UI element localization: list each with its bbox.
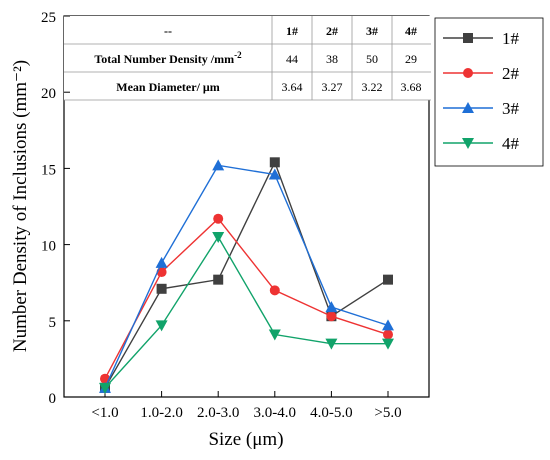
- table-cell: 3.22: [362, 80, 383, 94]
- y-tick-label: 10: [41, 239, 56, 255]
- data-point-3#: [155, 256, 168, 268]
- legend-box: [434, 17, 544, 167]
- axis-ticks: 0 5 10 15 20 25 <1.0 1.0-2.0 2.0-3.0 3.0-4.0 4.0-5…: [41, 10, 402, 421]
- table-cell: 44: [286, 52, 298, 66]
- data-point-1#: [213, 274, 224, 285]
- data-point-1#: [383, 274, 393, 285]
- data-point-4#: [212, 231, 225, 243]
- legend-marker: [462, 102, 474, 113]
- x-tick-label: 3.0-4.0: [254, 405, 297, 421]
- legend-label: 1#: [502, 29, 520, 48]
- data-point-2#: [213, 213, 224, 224]
- data-point-1#: [156, 283, 167, 294]
- y-tick-label: 0: [49, 391, 57, 407]
- table-cell: 3.68: [401, 80, 422, 94]
- legend-label: 2#: [502, 64, 520, 83]
- table-cell: 29: [405, 52, 417, 66]
- table-row-label: Mean Diameter/ μm: [116, 80, 219, 94]
- data-point-2#: [326, 311, 337, 322]
- x-tick-label: <1.0: [91, 405, 118, 421]
- y-axis-title: Number Density of Inclusions (mm⁻²): [10, 60, 31, 352]
- table-row-label: Total Number Density /mm-2: [94, 50, 242, 66]
- legend-label: 4#: [502, 134, 520, 153]
- table-col-header: 2#: [326, 24, 338, 38]
- data-point-4#: [99, 382, 111, 394]
- data-point-4#: [325, 338, 338, 350]
- data-point-4#: [268, 329, 281, 341]
- data-point-4#: [382, 338, 394, 350]
- table-cell: 3.64: [282, 80, 303, 94]
- legend: 1# 2# 3# 4#: [434, 17, 544, 167]
- data-point-3#: [212, 159, 225, 171]
- data-point-2#: [269, 285, 280, 296]
- data-point-3#: [325, 301, 338, 313]
- x-axis-title: Size (μm): [208, 429, 283, 450]
- series-layer: [99, 157, 394, 394]
- series-line-2#: [104, 217, 389, 380]
- legend-label: 3#: [502, 99, 520, 118]
- legend-marker: [463, 33, 473, 43]
- table-col-header: 3#: [366, 24, 378, 38]
- data-point-1#: [269, 157, 280, 168]
- table-cell: 38: [326, 52, 338, 66]
- x-tick-label: >5.0: [374, 405, 401, 421]
- data-point-4#: [155, 320, 168, 332]
- table-cell: 3.27: [322, 80, 343, 94]
- x-tick-label: 1.0-2.0: [140, 405, 183, 421]
- series-line-3#: [104, 164, 389, 389]
- data-point-2#: [383, 329, 393, 340]
- y-tick-label: 20: [41, 86, 56, 102]
- data-point-3#: [268, 168, 281, 180]
- series-line-1#: [104, 160, 389, 389]
- x-tick-label: 4.0-5.0: [310, 405, 353, 421]
- x-tick-label: 2.0-3.0: [197, 405, 240, 421]
- table-corner: --: [164, 24, 172, 38]
- table-cell: 50: [366, 52, 378, 66]
- table-background: [64, 16, 431, 100]
- legend-marker: [462, 138, 474, 149]
- inset-table: -- 1# 2# 3# 4# Total Number Density /mm-…: [64, 16, 431, 101]
- table-col-header: 1#: [286, 24, 298, 38]
- y-tick-label: 5: [49, 315, 57, 331]
- y-tick-label: 15: [41, 162, 56, 178]
- y-tick-label: 25: [41, 10, 56, 26]
- data-point-3#: [382, 319, 394, 331]
- table-col-header: 4#: [405, 24, 417, 38]
- legend-marker: [463, 68, 473, 78]
- series-line-4#: [104, 235, 388, 389]
